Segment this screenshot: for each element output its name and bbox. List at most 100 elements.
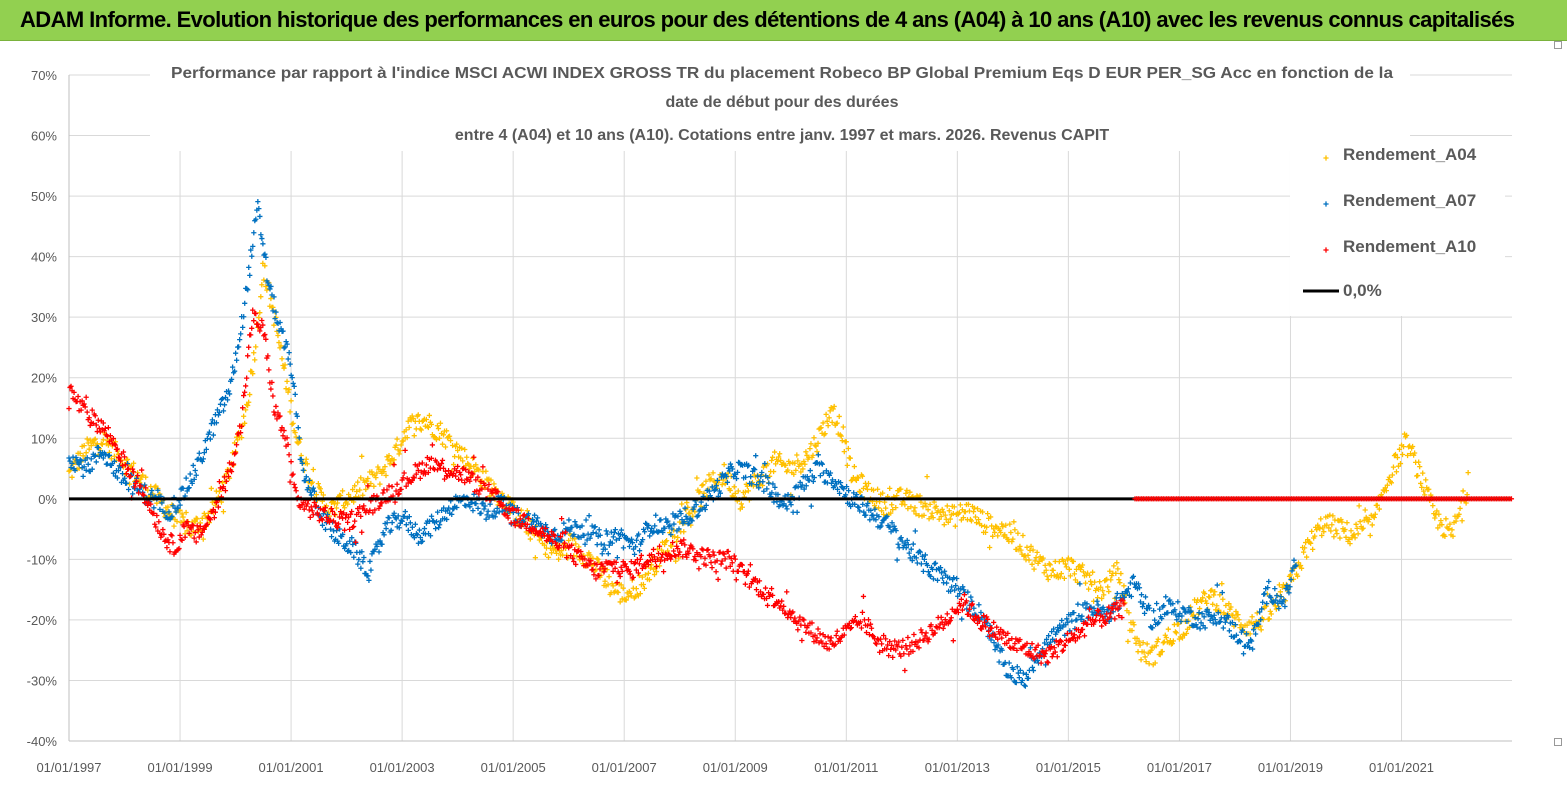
- data-point: [647, 565, 654, 571]
- data-point: [351, 523, 357, 530]
- data-point: [700, 482, 706, 488]
- data-point: [1211, 592, 1217, 598]
- data-point: [856, 504, 862, 510]
- data-point: [1421, 488, 1427, 494]
- data-point: [555, 556, 562, 562]
- data-point: [399, 518, 405, 524]
- data-point: [733, 577, 739, 583]
- data-point: [856, 488, 863, 495]
- data-point: [581, 532, 587, 539]
- data-point: [560, 530, 566, 536]
- data-point: [702, 506, 708, 513]
- data-point: [311, 488, 318, 494]
- data-point: [310, 512, 316, 518]
- data-point: [779, 598, 785, 604]
- data-point: [1081, 633, 1088, 639]
- y-tick-label: -10%: [27, 552, 58, 567]
- data-point: [682, 505, 688, 511]
- data-point: [361, 503, 367, 509]
- data-point: [202, 513, 208, 519]
- data-point: [1157, 652, 1163, 658]
- data-point: [219, 395, 226, 402]
- data-point: [1041, 640, 1048, 646]
- data-point: [394, 436, 400, 442]
- data-point: [991, 619, 997, 626]
- data-point: [1140, 601, 1147, 607]
- data-point: [169, 502, 175, 508]
- data-point: [1106, 604, 1112, 610]
- data-point: [158, 534, 164, 540]
- data-point: [1212, 589, 1218, 595]
- data-point: [561, 520, 567, 526]
- data-point: [867, 621, 874, 627]
- data-point: [432, 526, 439, 532]
- y-tick-label: 60%: [31, 129, 57, 144]
- data-point: [356, 509, 362, 516]
- data-point: [468, 474, 474, 480]
- data-point: [1114, 590, 1120, 597]
- legend-marker: [1323, 247, 1329, 253]
- data-point: [293, 434, 299, 440]
- data-point: [573, 541, 579, 547]
- data-point: [80, 473, 86, 479]
- data-point: [938, 513, 944, 520]
- data-point: [775, 458, 781, 465]
- data-point: [1092, 579, 1098, 585]
- data-point: [668, 531, 674, 538]
- data-point: [428, 421, 435, 428]
- data-point: [506, 505, 512, 511]
- data-point: [469, 500, 475, 506]
- data-point: [1062, 561, 1068, 567]
- data-point: [416, 461, 422, 467]
- data-point: [904, 487, 910, 493]
- data-point: [1002, 532, 1008, 538]
- data-point: [596, 527, 602, 533]
- resize-handle-top-right[interactable]: [1554, 41, 1562, 49]
- data-point: [268, 295, 274, 302]
- data-point: [1125, 586, 1131, 592]
- data-point: [908, 546, 914, 552]
- data-point: [241, 392, 247, 399]
- data-point: [653, 568, 660, 575]
- data-point: [1077, 581, 1083, 587]
- data-point: [396, 451, 402, 457]
- data-point: [76, 461, 82, 467]
- data-point: [832, 641, 838, 647]
- data-point: [428, 513, 435, 519]
- data-point: [815, 452, 821, 458]
- data-point: [669, 543, 675, 549]
- data-point: [1133, 640, 1139, 646]
- data-point: [643, 520, 649, 527]
- data-point: [473, 501, 479, 507]
- data-point: [530, 519, 537, 525]
- data-point: [207, 436, 213, 442]
- data-point: [1036, 558, 1042, 564]
- data-point: [706, 472, 712, 478]
- resize-handle-bottom-right[interactable]: [1554, 738, 1562, 746]
- data-point: [1348, 528, 1354, 534]
- data-point: [517, 516, 523, 522]
- data-point: [499, 490, 505, 496]
- data-point: [761, 488, 767, 494]
- data-point: [1054, 654, 1060, 660]
- data-point: [1204, 600, 1210, 606]
- data-point: [238, 430, 244, 436]
- data-point: [889, 502, 895, 508]
- data-point: [841, 449, 847, 455]
- data-point: [298, 456, 304, 463]
- data-point: [777, 451, 783, 457]
- data-point: [860, 501, 866, 508]
- data-point: [1097, 579, 1103, 585]
- data-point: [68, 383, 74, 389]
- data-point: [170, 540, 176, 546]
- data-point: [720, 550, 726, 556]
- data-point: [797, 479, 803, 486]
- data-point: [699, 482, 705, 489]
- data-point: [1179, 613, 1185, 619]
- data-point: [1153, 643, 1159, 649]
- data-point: [286, 386, 292, 393]
- data-point: [322, 505, 329, 511]
- data-point: [481, 506, 487, 512]
- data-point: [331, 501, 338, 507]
- data-point: [870, 487, 877, 493]
